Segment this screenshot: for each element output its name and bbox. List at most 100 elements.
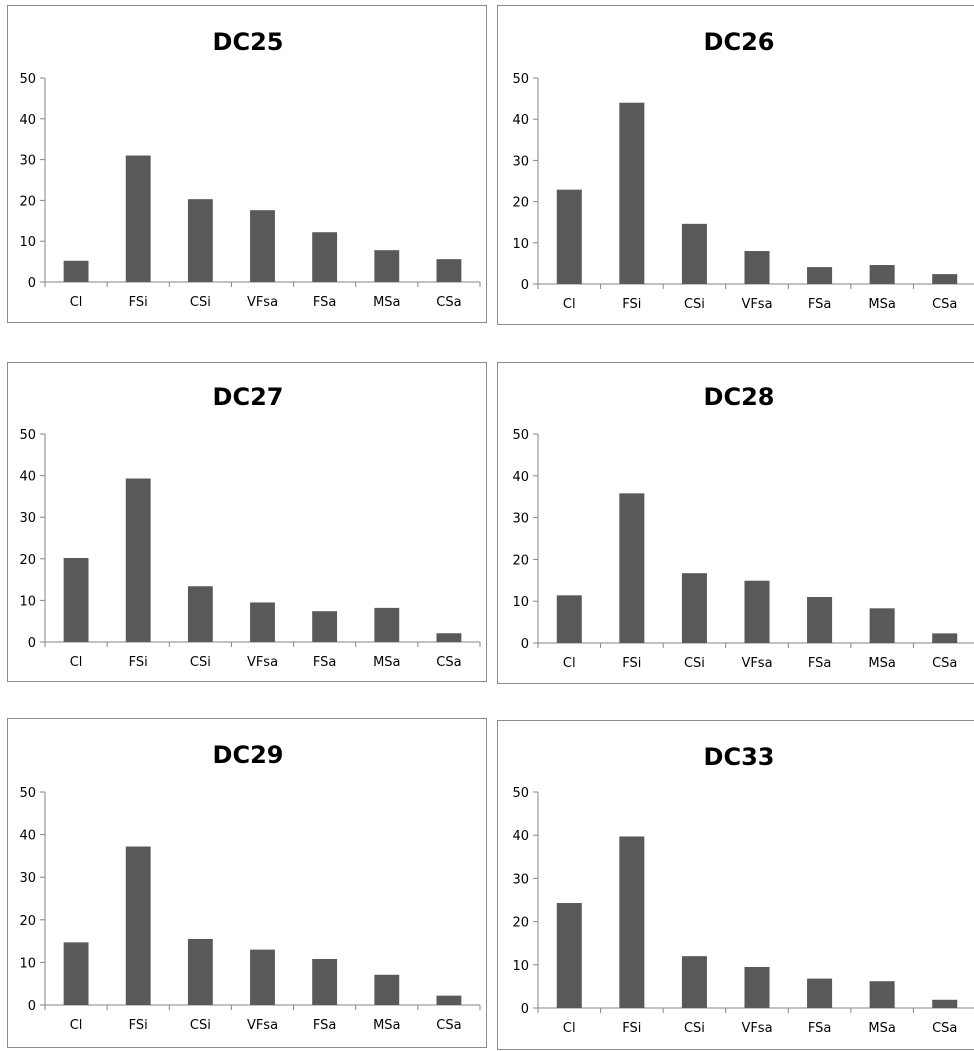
x-tick-label: MSa: [868, 1021, 895, 1036]
bar-vfsa: [250, 210, 275, 282]
y-tick-label: 40: [19, 113, 36, 128]
chart-panel-dc33: DC33 0 10 20 30 40 50 Cl FSi CSi VFsa FSa MSa CSa: [497, 720, 974, 1050]
plot-area: 0 10 20 30 40 50 Cl FSi CSi VFsa FSa MSa CSa: [512, 72, 974, 312]
bar-fsi: [619, 102, 645, 284]
y-tick-label: 0: [28, 276, 36, 291]
y-tick-label: 10: [19, 235, 36, 250]
chart-svg: DC33 0 10 20 30 40 50 Cl FSi CSi VFsa FSa MSa CSa: [512, 743, 974, 1036]
bar-fsi: [125, 846, 151, 1005]
bar-msa: [869, 608, 895, 643]
bar-fsa: [807, 267, 833, 284]
bar-fsa: [807, 597, 833, 643]
y-tick-label: 20: [512, 553, 529, 568]
y-tick-label: 50: [512, 72, 529, 87]
bar-csi: [187, 586, 213, 642]
bar-cl: [556, 595, 582, 643]
bar-csa: [932, 999, 958, 1008]
x-tick-label: FSi: [129, 655, 148, 670]
plot-area: 0 10 20 30 40 50 Cl FSi CSi VFsa FSa MSa CSa: [512, 428, 974, 671]
bar-fsa: [312, 611, 338, 642]
plot-area: 0 10 20 30 40 50 Cl FSi CSi VFsa FSa MSa CSa: [19, 786, 481, 1033]
bar-cl: [556, 903, 582, 1008]
y-tick-label: 10: [512, 237, 529, 252]
x-tick-label: MSa: [868, 297, 895, 312]
x-tick-label: CSi: [190, 655, 211, 670]
plot-area: 0 10 20 30 40 50 Cl FSi CSi VFsa FSa MSa CSa: [19, 428, 481, 670]
chart-title: DC25: [213, 28, 284, 56]
y-tick-label: 0: [521, 278, 529, 293]
chart-panel-dc25: DC25 0 10 20 30 40 50 Cl FSi CSi VFsa FSa MSa CSa: [7, 5, 487, 323]
x-tick-label: CSa: [932, 656, 957, 671]
x-tick-label: Cl: [70, 655, 83, 670]
x-tick-label: FSi: [129, 295, 148, 310]
chart-panel-dc28: DC28 0 10 20 30 40 50 Cl FSi CSi VFsa FSa MSa CSa: [497, 362, 974, 684]
bar-vfsa: [250, 949, 275, 1005]
bar-csi: [681, 223, 707, 284]
x-tick-label: FSa: [313, 655, 336, 670]
x-tick-label: FSi: [622, 656, 641, 671]
x-tick-label: FSa: [808, 297, 831, 312]
x-tick-label: CSa: [436, 295, 461, 310]
bar-fsi: [619, 836, 645, 1008]
bar-csa: [932, 274, 958, 284]
bar-csa: [436, 633, 462, 642]
y-tick-label: 30: [512, 872, 529, 887]
chart-title: DC29: [213, 741, 284, 769]
y-tick-label: 40: [512, 829, 529, 844]
x-tick-label: CSi: [684, 297, 705, 312]
y-tick-label: 30: [512, 154, 529, 169]
x-tick-label: CSi: [684, 656, 705, 671]
chart-svg: DC28 0 10 20 30 40 50 Cl FSi CSi VFsa FSa MSa CSa: [512, 383, 974, 671]
x-tick-label: CSi: [684, 1021, 705, 1036]
bar-csi: [187, 938, 213, 1005]
bar-fsa: [807, 978, 833, 1008]
bar-cl: [63, 260, 89, 282]
y-tick-label: 40: [19, 470, 36, 485]
x-tick-label: VFsa: [741, 1021, 772, 1036]
y-tick-label: 10: [19, 594, 36, 609]
chart-svg: DC29 0 10 20 30 40 50 Cl FSi CSi VFsa FSa MSa CSa: [19, 741, 481, 1033]
bar-vfsa: [744, 966, 770, 1008]
chart-title: DC26: [704, 28, 775, 56]
chart-panel-dc29: DC29 0 10 20 30 40 50 Cl FSi CSi VFsa FSa MSa CSa: [7, 718, 487, 1048]
x-tick-label: CSa: [436, 655, 461, 670]
bar-csi: [187, 199, 213, 282]
x-tick-label: MSa: [373, 1018, 400, 1033]
x-tick-label: VFsa: [247, 1018, 278, 1033]
bar-fsi: [125, 478, 151, 642]
bar-msa: [869, 981, 895, 1008]
x-tick-label: FSi: [622, 1021, 641, 1036]
chart-svg: DC25 0 10 20 30 40 50 Cl FSi CSi VFsa FSa MSa CSa: [19, 28, 481, 310]
x-tick-label: FSa: [313, 295, 336, 310]
bar-msa: [374, 974, 400, 1005]
x-tick-label: FSa: [313, 1018, 336, 1033]
y-tick-label: 50: [512, 786, 529, 801]
y-tick-label: 30: [19, 511, 36, 526]
bar-vfsa: [744, 580, 770, 643]
x-tick-label: Cl: [563, 656, 576, 671]
chart-title: DC28: [704, 383, 775, 411]
x-tick-label: MSa: [373, 295, 400, 310]
bar-vfsa: [250, 602, 275, 642]
y-tick-label: 20: [19, 553, 36, 568]
chart-panel-dc26: DC26 0 10 20 30 40 50 Cl FSi CSi VFsa FSa MSa CSa: [497, 5, 974, 325]
y-tick-label: 40: [19, 829, 36, 844]
x-tick-label: CSi: [190, 1018, 211, 1033]
bar-fsa: [312, 958, 338, 1005]
bar-msa: [374, 250, 400, 282]
plot-area: 0 10 20 30 40 50 Cl FSi CSi VFsa FSa MSa CSa: [19, 72, 481, 310]
x-tick-label: CSi: [190, 295, 211, 310]
y-tick-label: 30: [19, 154, 36, 169]
x-tick-label: Cl: [563, 297, 576, 312]
x-tick-label: CSa: [932, 1021, 957, 1036]
bar-vfsa: [744, 251, 770, 284]
bar-csa: [932, 633, 958, 643]
y-tick-label: 0: [28, 636, 36, 651]
y-tick-label: 0: [521, 1002, 529, 1017]
bar-csi: [681, 956, 707, 1008]
bar-cl: [63, 942, 89, 1005]
bar-fsi: [619, 493, 645, 643]
x-tick-label: VFsa: [247, 655, 278, 670]
chart-panel-dc27: DC27 0 10 20 30 40 50 Cl FSi CSi VFsa FSa MSa CSa: [7, 362, 487, 682]
x-tick-label: VFsa: [741, 297, 772, 312]
